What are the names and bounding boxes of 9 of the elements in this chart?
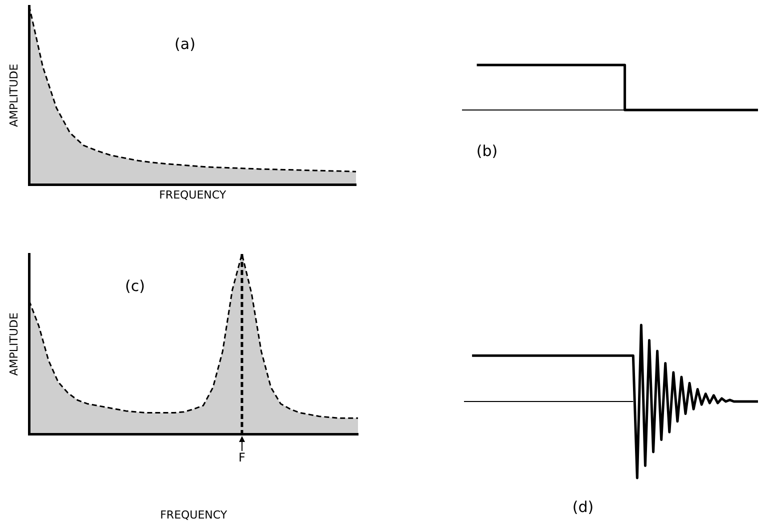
- text: (c): [125, 276, 145, 295]
- text: (b): [476, 142, 498, 160]
- x-axis-title: FREQUENCY: [160, 508, 228, 522]
- text: (d): [572, 498, 594, 516]
- y-axis-title: AMPLITUDE: [7, 64, 20, 128]
- text: F: [238, 450, 246, 465]
- x-axis-title: FREQUENCY: [159, 188, 226, 202]
- y-axis-title: AMPLITUDE: [7, 312, 20, 376]
- text: (a): [174, 34, 196, 53]
